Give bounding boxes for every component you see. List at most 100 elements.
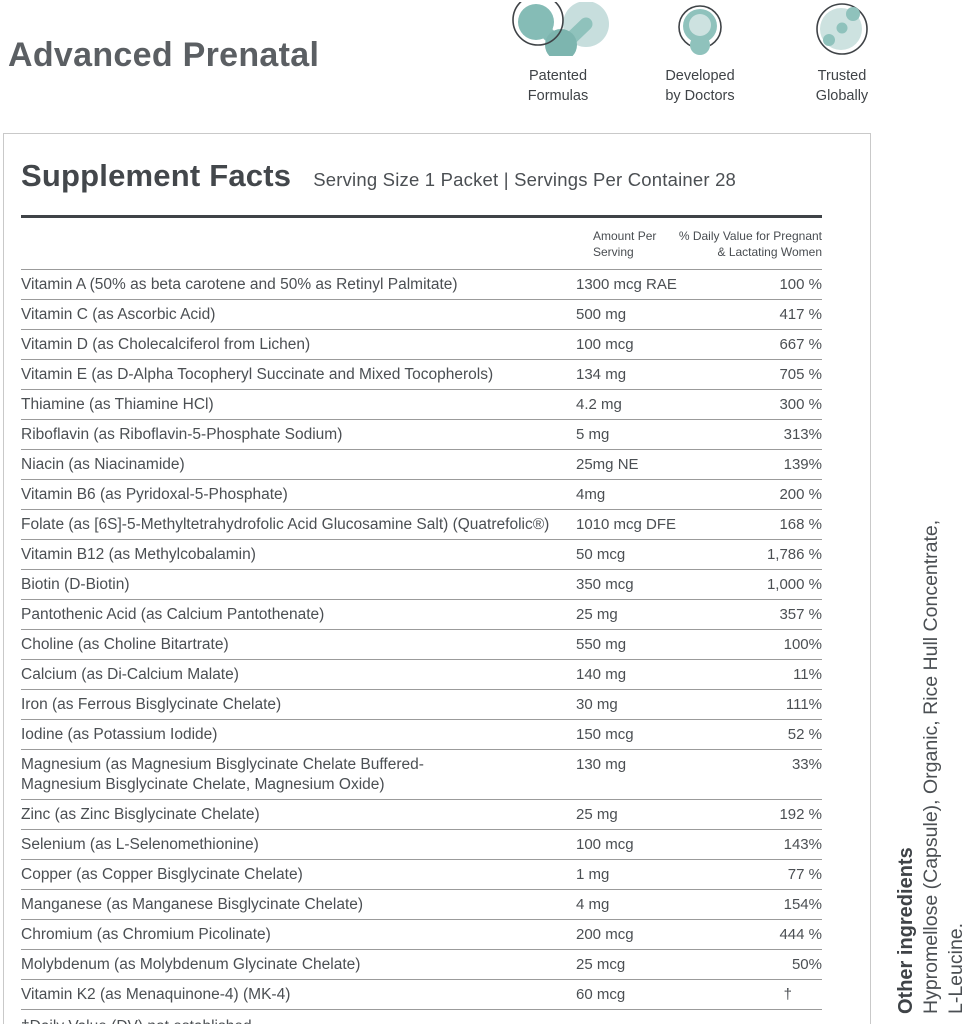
nutrient-daily-value: 168 % [779, 516, 822, 533]
panel-head: Supplement Facts Serving Size 1 Packet |… [21, 158, 822, 194]
table-row: Niacin (as Niacinamide) 25mg NE 139% [21, 450, 822, 480]
nutrient-name: Thiamine (as Thiamine HCl) [21, 396, 214, 413]
nutrient-daily-value: 154% [783, 896, 822, 913]
table-row: Copper (as Copper Bisglycinate Chelate) 1… [21, 860, 822, 890]
nutrient-name: Vitamin K2 (as Menaquinone-4) (MK-4) [21, 986, 291, 1003]
table-row: Choline (as Choline Bitartrate) 550 mg 100… [21, 630, 822, 660]
table-row: Iron (as Ferrous Bisglycinate Chelate) 30… [21, 690, 822, 720]
nutrient-daily-value: 200 % [779, 486, 822, 503]
other-ingredients-note: Other ingredients Hypromellose (Capsule)… [893, 452, 969, 1014]
nutrient-name: Choline (as Choline Bitartrate) [21, 636, 229, 653]
table-row: Vitamin D (as Cholecalciferol from Liche… [21, 330, 822, 360]
nutrient-daily-value: 705 % [779, 366, 822, 383]
badge-label: Trusted Globally [815, 68, 869, 104]
nutrient-amount: 500 mg [576, 306, 627, 323]
nutrient-amount: 5 mg [576, 426, 610, 443]
nutrient-amount: 25 mcg [576, 956, 626, 973]
table-row: Zinc (as Zinc Bisglycinate Chelate) 25 mg… [21, 800, 822, 830]
nutrient-amount: 25 mg [576, 606, 618, 623]
nutrient-daily-value: 357 % [779, 606, 822, 623]
nutrient-daily-value: 50% [791, 956, 822, 973]
page-title: Advanced Prenatal [8, 36, 320, 74]
nutrient-amount: 25 mg [576, 806, 618, 823]
facts-rows: Vitamin A (50% as beta carotene and 50% … [21, 270, 822, 1010]
nutrient-amount: 134 mg [576, 366, 627, 383]
table-row: Vitamin A (50% as beta carotene and 50% … [21, 270, 822, 300]
nutrient-amount: 350 mcg [576, 576, 634, 593]
table-row: Vitamin B6 (as Pyridoxal-5-Phosphate) 4mg… [21, 480, 822, 510]
nutrient-amount: 150 mcg [576, 726, 634, 743]
nutrient-name: Vitamin B6 (as Pyridoxal-5-Phosphate) [21, 486, 288, 503]
nutrient-name: Copper (as Copper Bisglycinate Chelate) [21, 866, 303, 883]
nutrient-amount: 550 mg [576, 636, 627, 653]
nutrient-name: Pantothenic Acid (as Calcium Pantothenat… [21, 606, 325, 623]
serving-info: Serving Size 1 Packet | Servings Per Con… [313, 169, 737, 190]
footnote: †Daily Value (DV) not established. [21, 1010, 822, 1024]
badge-developed-by-doctors: Developed by Doctors [645, 2, 755, 106]
nutrient-amount: 1 mg [576, 866, 610, 883]
top-header: Advanced Prenatal Patented Formulas Deve [0, 0, 976, 125]
table-row: Pantothenic Acid (as Calcium Pantothenat… [21, 600, 822, 630]
table-row: Manganese (as Manganese Bisglycinate Che… [21, 890, 822, 920]
nutrient-daily-value: 52 % [787, 726, 822, 743]
nutrient-daily-value: † [783, 986, 792, 1003]
nutrient-amount: 100 mcg [576, 336, 634, 353]
nutrient-amount: 4mg [576, 486, 606, 503]
nutrient-name: Niacin (as Niacinamide) [21, 456, 185, 473]
column-header-daily-value: % Daily Value for Pregnant & Lactating W… [678, 229, 822, 260]
nutrient-name: Iron (as Ferrous Bisglycinate Chelate) [21, 696, 282, 713]
nutrient-name: Riboflavin (as Riboflavin-5-Phosphate So… [21, 426, 343, 443]
nutrient-name: Vitamin D (as Cholecalciferol from Liche… [21, 336, 311, 353]
table-row: Biotin (D-Biotin) 350 mcg 1,000 % [21, 570, 822, 600]
nutrient-name: Calcium (as Di-Calcium Malate) [21, 666, 239, 683]
nutrient-amount: 60 mcg [576, 986, 626, 1003]
nutrient-daily-value: 1,786 % [766, 546, 822, 563]
nutrient-daily-value: 300 % [779, 396, 822, 413]
column-header-amount: Amount Per Serving [593, 229, 657, 260]
nutrient-name: Iodine (as Potassium Iodide) [21, 726, 218, 743]
nutrient-amount: 130 mg [576, 756, 627, 773]
nutrient-amount: 50 mcg [576, 546, 626, 563]
table-row: Riboflavin (as Riboflavin-5-Phosphate So… [21, 420, 822, 450]
nutrient-name: Vitamin B12 (as Methylcobalamin) [21, 546, 256, 563]
badge-label: Patented Formulas [527, 68, 589, 104]
nutrient-amount: 1010 mcg DFE [576, 516, 677, 533]
badge-patented-formulas: Patented Formulas [503, 2, 613, 106]
nutrient-amount: 200 mcg [576, 926, 634, 943]
nutrient-name: Manganese (as Manganese Bisglycinate Che… [21, 896, 364, 913]
nutrient-name: Biotin (D-Biotin) [21, 576, 130, 593]
table-row: Magnesium (as Magnesium Bisglycinate Che… [21, 750, 822, 800]
nutrient-daily-value: 192 % [779, 806, 822, 823]
stethoscope-icon [678, 5, 722, 55]
nutrient-name: Chromium (as Chromium Picolinate) [21, 926, 271, 943]
nutrient-name: Folate (as [6S]-5-Methyltetrahydrofolic … [21, 516, 550, 533]
nutrient-daily-value: 1,000 % [766, 576, 822, 593]
globe-icon [816, 3, 868, 55]
table-row: Thiamine (as Thiamine HCl) 4.2 mg 300 % [21, 390, 822, 420]
nutrient-amount: 4 mg [576, 896, 610, 913]
table-row: Molybdenum (as Molybdenum Glycinate Chel… [21, 950, 822, 980]
nutrient-amount: 100 mcg [576, 836, 634, 853]
badge-trusted-globally: Trusted Globally [787, 2, 897, 106]
header-divider [21, 215, 822, 218]
nutrient-daily-value: 313% [783, 426, 822, 443]
other-ingredients-text: Hypromellose (Capsule), Organic, Rice Hu… [920, 519, 967, 1014]
table-row: Calcium (as Di-Calcium Malate) 140 mg 11% [21, 660, 822, 690]
nutrient-daily-value: 667 % [779, 336, 822, 353]
nutrient-name: Zinc (as Zinc Bisglycinate Chelate) [21, 806, 260, 823]
nutrient-daily-value: 33% [791, 756, 822, 773]
nutrient-daily-value: 77 % [787, 866, 822, 883]
nutrient-name: Vitamin E (as D-Alpha Tocopheryl Succina… [21, 366, 494, 383]
nutrient-daily-value: 100 % [779, 276, 822, 293]
table-row: Vitamin C (as Ascorbic Acid) 500 mg 417 % [21, 300, 822, 330]
nutrient-amount: 25mg NE [576, 456, 639, 473]
table-row: Chromium (as Chromium Picolinate) 200 mcg… [21, 920, 822, 950]
badge-row: Patented Formulas Developed by Doctors T… [503, 2, 897, 106]
nutrient-name: Selenium (as L-Selenomethionine) [21, 836, 259, 853]
nutrient-daily-value: 111% [785, 696, 822, 713]
supplement-facts-title: Supplement Facts [21, 158, 292, 193]
badge-label: Developed by Doctors [665, 68, 735, 104]
nutrient-daily-value: 11% [793, 666, 822, 683]
nutrient-name: Vitamin A (50% as beta carotene and 50% … [21, 276, 458, 293]
table-row: Selenium (as L-Selenomethionine) 100 mcg 1… [21, 830, 822, 860]
